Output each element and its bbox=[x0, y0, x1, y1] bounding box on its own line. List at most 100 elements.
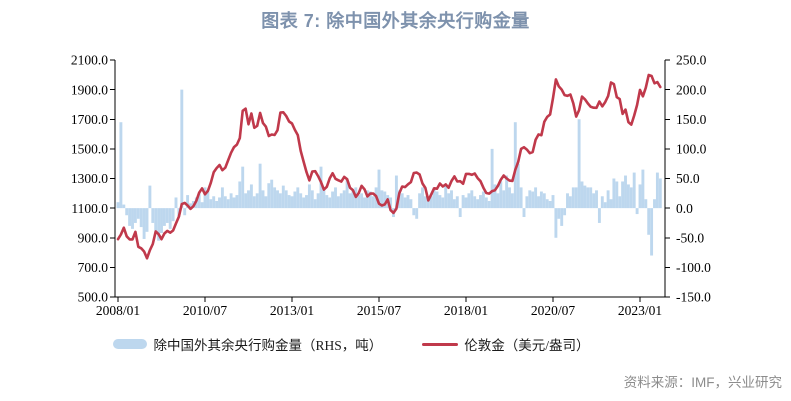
bar-cb-purchase bbox=[203, 187, 207, 209]
bar-cb-purchase bbox=[595, 190, 598, 209]
bar-cb-purchase bbox=[653, 199, 656, 209]
bar-cb-purchase bbox=[241, 166, 245, 209]
bar-cb-purchase bbox=[557, 208, 561, 219]
bar-cb-purchase bbox=[539, 191, 543, 209]
bar-cb-purchase bbox=[400, 193, 404, 209]
bar-cb-purchase bbox=[650, 208, 654, 256]
bar-cb-purchase bbox=[264, 196, 268, 209]
bar-cb-purchase bbox=[621, 181, 625, 209]
y-axis-left-label: 2100.0 bbox=[71, 53, 108, 68]
bar-cb-purchase bbox=[313, 199, 317, 209]
bar-cb-purchase bbox=[470, 190, 474, 209]
bar-cb-purchase bbox=[403, 197, 407, 209]
bar-series-swatch bbox=[113, 339, 148, 349]
bar-cb-purchase bbox=[299, 193, 303, 209]
bar-cb-purchase bbox=[629, 187, 633, 209]
bar-cb-purchase bbox=[377, 169, 381, 209]
bar-cb-purchase bbox=[290, 196, 294, 209]
y-axis-left-label: 1500.0 bbox=[71, 142, 108, 157]
y-axis-left-label: 1900.0 bbox=[71, 82, 108, 97]
bar-cb-purchase bbox=[406, 195, 410, 209]
y-axis-right-label: 100.0 bbox=[676, 142, 707, 157]
bar-cb-purchase bbox=[278, 193, 282, 209]
bar-cb-purchase bbox=[423, 196, 427, 209]
bar-cb-purchase bbox=[232, 197, 236, 209]
y-axis-right-label: 50.0 bbox=[676, 171, 700, 186]
bar-cb-purchase bbox=[447, 193, 451, 209]
bar-cb-purchase bbox=[325, 195, 329, 209]
bar-cb-purchase bbox=[186, 195, 190, 209]
y-axis-left-label: 700.0 bbox=[78, 260, 109, 275]
bar-cb-purchase bbox=[389, 197, 393, 209]
bar-cb-purchase bbox=[574, 187, 578, 209]
bar-cb-purchase bbox=[206, 191, 210, 209]
x-axis-label: 2008/01 bbox=[96, 303, 140, 318]
bar-cb-purchase bbox=[145, 208, 149, 232]
bar-cb-purchase bbox=[258, 163, 262, 209]
bar-cb-purchase bbox=[270, 179, 274, 209]
bar-cb-purchase bbox=[160, 208, 163, 234]
bar-cb-purchase bbox=[319, 166, 323, 209]
bar-cb-purchase bbox=[229, 193, 233, 209]
y-axis-left-label: 500.0 bbox=[78, 290, 109, 305]
y-axis-right-label: 200.0 bbox=[676, 82, 707, 97]
bar-cb-purchase bbox=[345, 178, 349, 209]
bar-cb-purchase bbox=[510, 193, 514, 209]
bar-cb-purchase bbox=[513, 122, 517, 209]
bar-cb-purchase bbox=[638, 184, 642, 209]
bar-cb-purchase bbox=[641, 169, 645, 209]
bar-cb-purchase bbox=[566, 193, 569, 209]
bar-cb-purchase bbox=[307, 184, 311, 209]
bar-cb-purchase bbox=[490, 148, 494, 209]
x-axis-label: 2013/01 bbox=[270, 303, 314, 318]
bar-cb-purchase bbox=[502, 190, 506, 209]
bar-cb-purchase bbox=[287, 195, 291, 209]
bar-cb-purchase bbox=[261, 190, 265, 209]
bar-cb-purchase bbox=[461, 195, 465, 209]
bar-cb-purchase bbox=[226, 199, 230, 209]
y-axis-right-label: -50.0 bbox=[676, 230, 704, 245]
x-axis-label: 2018/01 bbox=[444, 303, 488, 318]
bar-cb-purchase bbox=[131, 208, 134, 229]
bar-cb-purchase bbox=[609, 199, 613, 209]
bar-cb-purchase bbox=[328, 197, 332, 209]
bar-cb-purchase bbox=[516, 163, 520, 209]
bar-cb-purchase bbox=[615, 181, 619, 209]
bar-cb-purchase bbox=[371, 196, 375, 209]
bar-cb-purchase bbox=[592, 193, 596, 209]
bar-cb-purchase bbox=[531, 191, 535, 209]
bar-cb-purchase bbox=[339, 193, 343, 209]
bar-cb-purchase bbox=[284, 190, 288, 209]
bar-cb-purchase bbox=[331, 191, 335, 209]
bar-cb-purchase bbox=[435, 191, 439, 209]
bar-cb-purchase bbox=[136, 208, 140, 219]
bar-cb-purchase bbox=[554, 208, 558, 238]
y-axis-left-label: 1700.0 bbox=[71, 112, 108, 127]
bar-cb-purchase bbox=[116, 202, 120, 209]
bar-cb-purchase bbox=[548, 201, 552, 209]
bar-cb-purchase bbox=[644, 199, 648, 209]
bar-cb-purchase bbox=[215, 201, 219, 209]
bar-cb-purchase bbox=[626, 184, 630, 209]
bar-cb-purchase bbox=[133, 208, 137, 223]
bar-cb-purchase bbox=[464, 197, 468, 209]
bar-cb-purchase bbox=[519, 187, 523, 209]
bar-cb-purchase bbox=[360, 193, 364, 209]
bar-cb-purchase bbox=[568, 196, 572, 209]
bar-cb-purchase bbox=[171, 208, 175, 222]
bar-cb-purchase bbox=[183, 208, 187, 216]
bar-cb-purchase bbox=[426, 199, 430, 209]
bar-cb-purchase bbox=[476, 199, 480, 209]
bar-cb-purchase bbox=[139, 208, 143, 228]
y-axis-right-label: -150.0 bbox=[676, 290, 711, 305]
y-axis-right-label: 0.0 bbox=[676, 201, 693, 216]
bar-cb-purchase bbox=[583, 185, 587, 209]
bar-cb-purchase bbox=[612, 178, 616, 209]
legend-label-gold: 伦敦金（美元/盎司） bbox=[464, 338, 590, 353]
x-axis-label: 2015/07 bbox=[357, 303, 402, 318]
y-axis-left-label: 1100.0 bbox=[71, 201, 108, 216]
bar-cb-purchase bbox=[351, 190, 355, 209]
bar-cb-purchase bbox=[383, 191, 387, 209]
bar-cb-purchase bbox=[458, 208, 462, 218]
bar-cb-purchase bbox=[334, 187, 337, 209]
